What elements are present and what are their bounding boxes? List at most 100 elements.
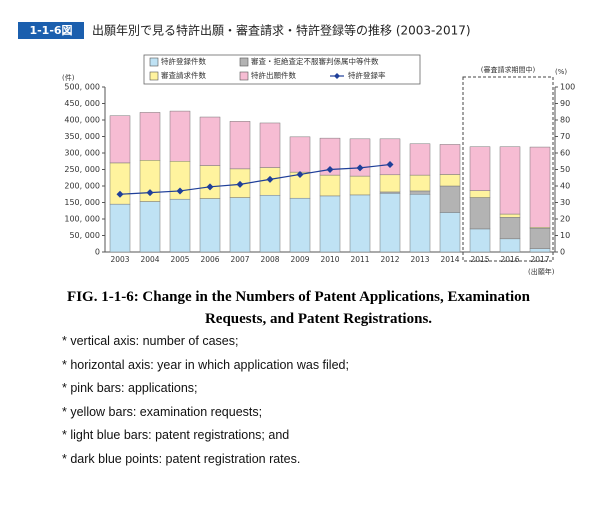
bar-segment — [409, 194, 431, 253]
y2-tick-label: 20 — [560, 215, 570, 224]
rate-point — [266, 175, 274, 183]
legend-marker — [334, 73, 340, 79]
legend-swatch — [149, 57, 159, 67]
bar-segment — [499, 146, 521, 215]
note: * pink bars: applications; — [62, 381, 198, 395]
bar-segment — [409, 143, 431, 176]
legend-label: 特許登録率 — [348, 70, 386, 80]
bar-segment — [139, 201, 161, 253]
annotation: (審査請求期間中) — [481, 65, 536, 74]
note: * yellow bars: examination requests; — [62, 404, 263, 419]
legend-label: 特許出願件数 — [251, 70, 296, 80]
y2-tick-label: 40 — [560, 182, 570, 191]
caption: FIG. 1-1-6: Change in the Numbers of Pat… — [0, 286, 597, 330]
rate-point — [326, 166, 334, 173]
bar-segment — [529, 146, 551, 228]
y-tick-label: 100, 000 — [64, 215, 100, 224]
bar-segment — [169, 198, 191, 253]
bar-segment — [199, 165, 221, 199]
chart: 1-1-6図 出願年別で見る特許出願・審査請求・特許登録等の推移 (2003-2… — [18, 22, 575, 276]
x-tick-label: 2009 — [290, 255, 309, 264]
rate-point — [386, 161, 394, 169]
rate-point — [356, 164, 364, 172]
y2-tick-label: 60 — [560, 149, 570, 158]
bar-segment — [349, 194, 371, 253]
figure-label: 1-1-6図 — [29, 23, 72, 37]
caption-line: Requests, and Patent Registrations. — [204, 311, 433, 327]
y2-tick-label: 10 — [560, 231, 570, 240]
bar-segment — [259, 194, 281, 253]
y-unit: (件) — [62, 73, 75, 82]
bar-segment — [349, 175, 371, 196]
x-tick-label: 2008 — [260, 255, 279, 264]
bar-segment — [379, 174, 401, 193]
note: * vertical axis: number of cases; — [62, 334, 239, 348]
legend-swatch — [239, 71, 249, 81]
bar-segment — [199, 116, 221, 166]
caption-line: FIG. 1-1-6: Change in the Numbers of Pat… — [67, 289, 530, 305]
rate-point — [116, 190, 124, 198]
x-tick-label: 2003 — [110, 255, 129, 264]
x-tick-label: 2005 — [170, 255, 189, 264]
x-tick-label: 2004 — [140, 255, 159, 264]
y2-tick-label: 50 — [560, 165, 570, 174]
rate-point — [206, 183, 214, 191]
bar-segment — [319, 174, 341, 197]
rate-line — [119, 163, 391, 195]
bar-segment — [289, 197, 311, 253]
figure-label-box — [18, 22, 84, 39]
legend-label: 審査請求件数 — [161, 70, 206, 80]
bar-segment — [409, 190, 431, 195]
y-tick-label: 350, 000 — [64, 132, 100, 141]
bar-segment — [229, 197, 251, 253]
chart-title: 出願年別で見る特許出願・審査請求・特許登録等の推移 (2003-2017) — [92, 23, 471, 38]
bar-segment — [439, 185, 461, 213]
x-tick-label: 2017 — [530, 255, 549, 264]
bar-segment — [469, 146, 491, 191]
legend-label: 審査・拒絶査定不服審判係属中等件数 — [251, 56, 379, 66]
bar-segment — [409, 174, 431, 192]
bar-segment — [109, 203, 131, 253]
bar-segment — [469, 228, 491, 253]
bar-segment — [109, 115, 131, 164]
y-tick-label: 0 — [95, 248, 100, 257]
y-tick-label: 450, 000 — [64, 99, 100, 108]
note: * horizontal axis: year in which applica… — [62, 357, 349, 372]
note: * dark blue points: patent registration … — [62, 451, 301, 466]
x-tick-label: 2011 — [350, 255, 369, 264]
bar-segment — [529, 248, 551, 253]
y2-tick-label: 70 — [560, 132, 570, 141]
x-tick-label: 2007 — [230, 255, 249, 264]
x-tick-label: 2014 — [440, 255, 459, 264]
rate-point — [176, 187, 184, 195]
legend-box — [143, 54, 421, 85]
x-tick-label: 2013 — [410, 255, 429, 264]
bar-segment — [439, 144, 461, 175]
bar-segment — [499, 217, 521, 240]
legend-label: 特許登録件数 — [161, 56, 206, 66]
y2-unit: (%) — [555, 68, 567, 76]
y-tick-label: 200, 000 — [64, 182, 100, 191]
bar-segment — [469, 190, 491, 198]
y-tick-label: 250, 000 — [64, 165, 100, 174]
bar-segment — [439, 174, 461, 187]
rate-point — [296, 170, 304, 178]
rate-point — [146, 189, 154, 197]
notes: * vertical axis: number of cases; * horiz… — [62, 334, 349, 475]
y-tick-label: 50, 000 — [69, 231, 100, 240]
bar-segment — [379, 193, 401, 253]
y2-tick-label: 0 — [560, 248, 565, 257]
pending-box — [462, 76, 554, 262]
bar-segment — [289, 136, 311, 173]
y2-tick-label: 100 — [560, 83, 575, 92]
bar-segment — [259, 122, 281, 168]
x-tick-label: 2010 — [320, 255, 339, 264]
y-tick-label: 500, 000 — [64, 83, 100, 92]
bar-segment — [499, 213, 521, 218]
rate-point — [236, 180, 244, 188]
bar-segment — [229, 121, 251, 170]
note: * light blue bars: patent registrations;… — [62, 428, 290, 442]
y2-tick-label: 90 — [560, 99, 570, 108]
bar-segment — [109, 162, 131, 205]
